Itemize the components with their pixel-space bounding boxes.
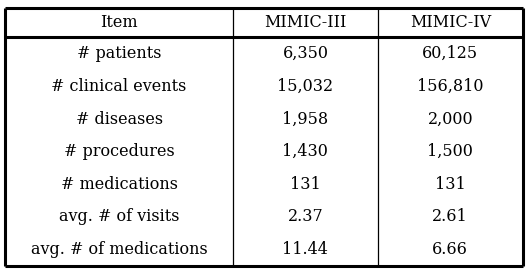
Text: 1,958: 1,958 bbox=[282, 110, 328, 127]
Text: # procedures: # procedures bbox=[64, 143, 174, 160]
Text: 2,000: 2,000 bbox=[428, 110, 473, 127]
Text: 1,430: 1,430 bbox=[282, 143, 328, 160]
Text: 15,032: 15,032 bbox=[277, 78, 334, 95]
Text: avg. # of medications: avg. # of medications bbox=[31, 241, 208, 258]
Text: 6.66: 6.66 bbox=[432, 241, 468, 258]
Text: 6,350: 6,350 bbox=[282, 45, 328, 62]
Text: 131: 131 bbox=[435, 176, 466, 193]
Text: 2.61: 2.61 bbox=[432, 208, 468, 225]
Text: 131: 131 bbox=[290, 176, 321, 193]
Text: 156,810: 156,810 bbox=[417, 78, 484, 95]
Text: 11.44: 11.44 bbox=[282, 241, 328, 258]
Text: # diseases: # diseases bbox=[76, 110, 163, 127]
Text: # medications: # medications bbox=[61, 176, 177, 193]
Text: MIMIC-IV: MIMIC-IV bbox=[410, 14, 491, 31]
Text: 60,125: 60,125 bbox=[422, 45, 478, 62]
Text: # clinical events: # clinical events bbox=[51, 78, 187, 95]
Text: 1,500: 1,500 bbox=[427, 143, 473, 160]
Text: # patients: # patients bbox=[77, 45, 162, 62]
Text: Item: Item bbox=[100, 14, 138, 31]
Text: avg. # of visits: avg. # of visits bbox=[59, 208, 180, 225]
Text: 2.37: 2.37 bbox=[288, 208, 323, 225]
Text: MIMIC-III: MIMIC-III bbox=[264, 14, 346, 31]
